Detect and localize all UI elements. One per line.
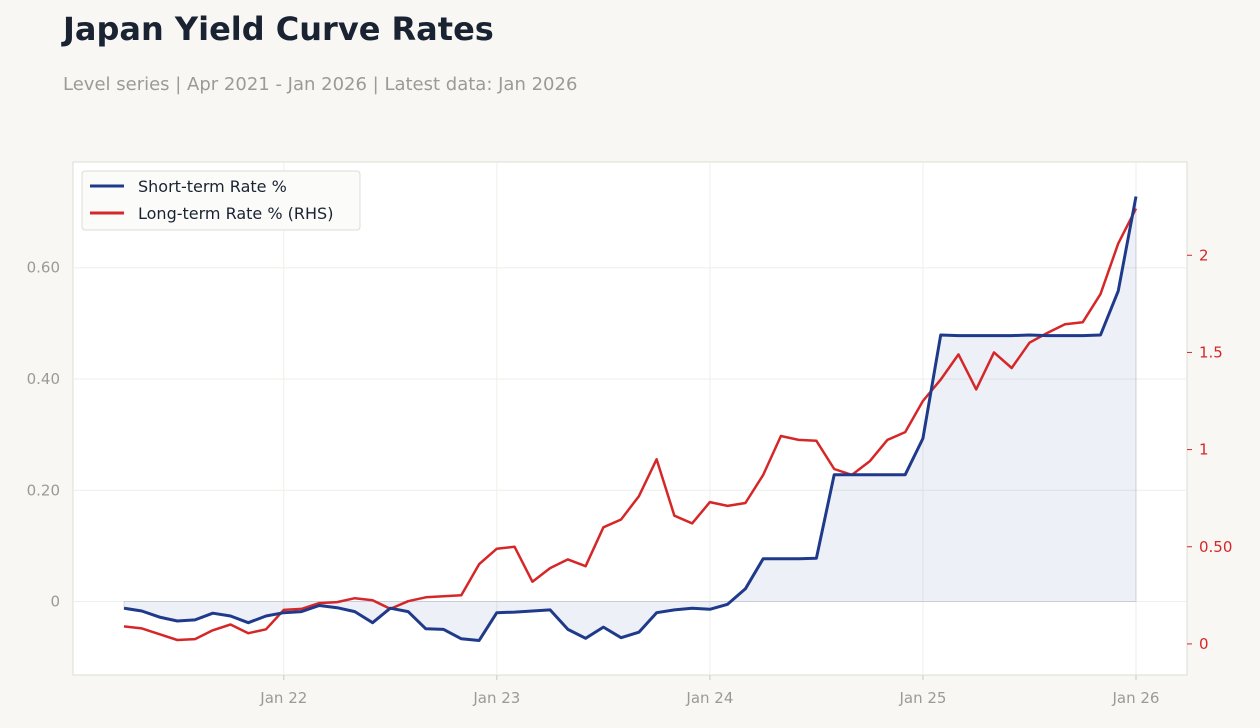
y-right-tick-label: 2 xyxy=(1199,246,1209,264)
plot-area xyxy=(72,161,1188,676)
legend: Short-term Rate % Long-term Rate % (RHS) xyxy=(81,170,361,231)
axis-labels: Jan 22 Jan 23 Jan 24 Jan 25 Jan 26 0 0.20 0.40 0… xyxy=(27,246,1233,707)
y-right-tick-label: 0.50 xyxy=(1199,538,1232,556)
x-tick-label: Jan 22 xyxy=(259,689,307,707)
grid-lines xyxy=(73,162,1187,675)
y-left-tick-label: 0.40 xyxy=(27,370,60,388)
long-term-rate-line xyxy=(123,208,1138,642)
legend-label-short: Short-term Rate % xyxy=(138,177,287,196)
y-right-tick-label: 0 xyxy=(1199,635,1209,653)
x-tick-label: Jan 23 xyxy=(472,689,520,707)
legend-box xyxy=(81,170,361,231)
y-right-tick-label: 1 xyxy=(1199,441,1209,459)
legend-label-long: Long-term Rate % (RHS) xyxy=(138,204,333,223)
y-left-tick-label: 0.20 xyxy=(27,481,60,499)
x-tick-label: Jan 25 xyxy=(898,689,946,707)
series-lines xyxy=(123,196,1138,642)
short-term-rate-line xyxy=(123,196,1138,642)
y-left-tick-label: 0 xyxy=(50,593,60,611)
page-title: Japan Yield Curve Rates xyxy=(63,10,494,48)
x-tick-label: Jan 26 xyxy=(1112,689,1160,707)
page-subtitle: Level series | Apr 2021 - Jan 2026 | Lat… xyxy=(63,74,578,95)
y-right-tick-label: 1.5 xyxy=(1199,343,1223,361)
x-tick-label: Jan 24 xyxy=(685,689,733,707)
y-left-tick-label: 0.60 xyxy=(27,259,60,277)
